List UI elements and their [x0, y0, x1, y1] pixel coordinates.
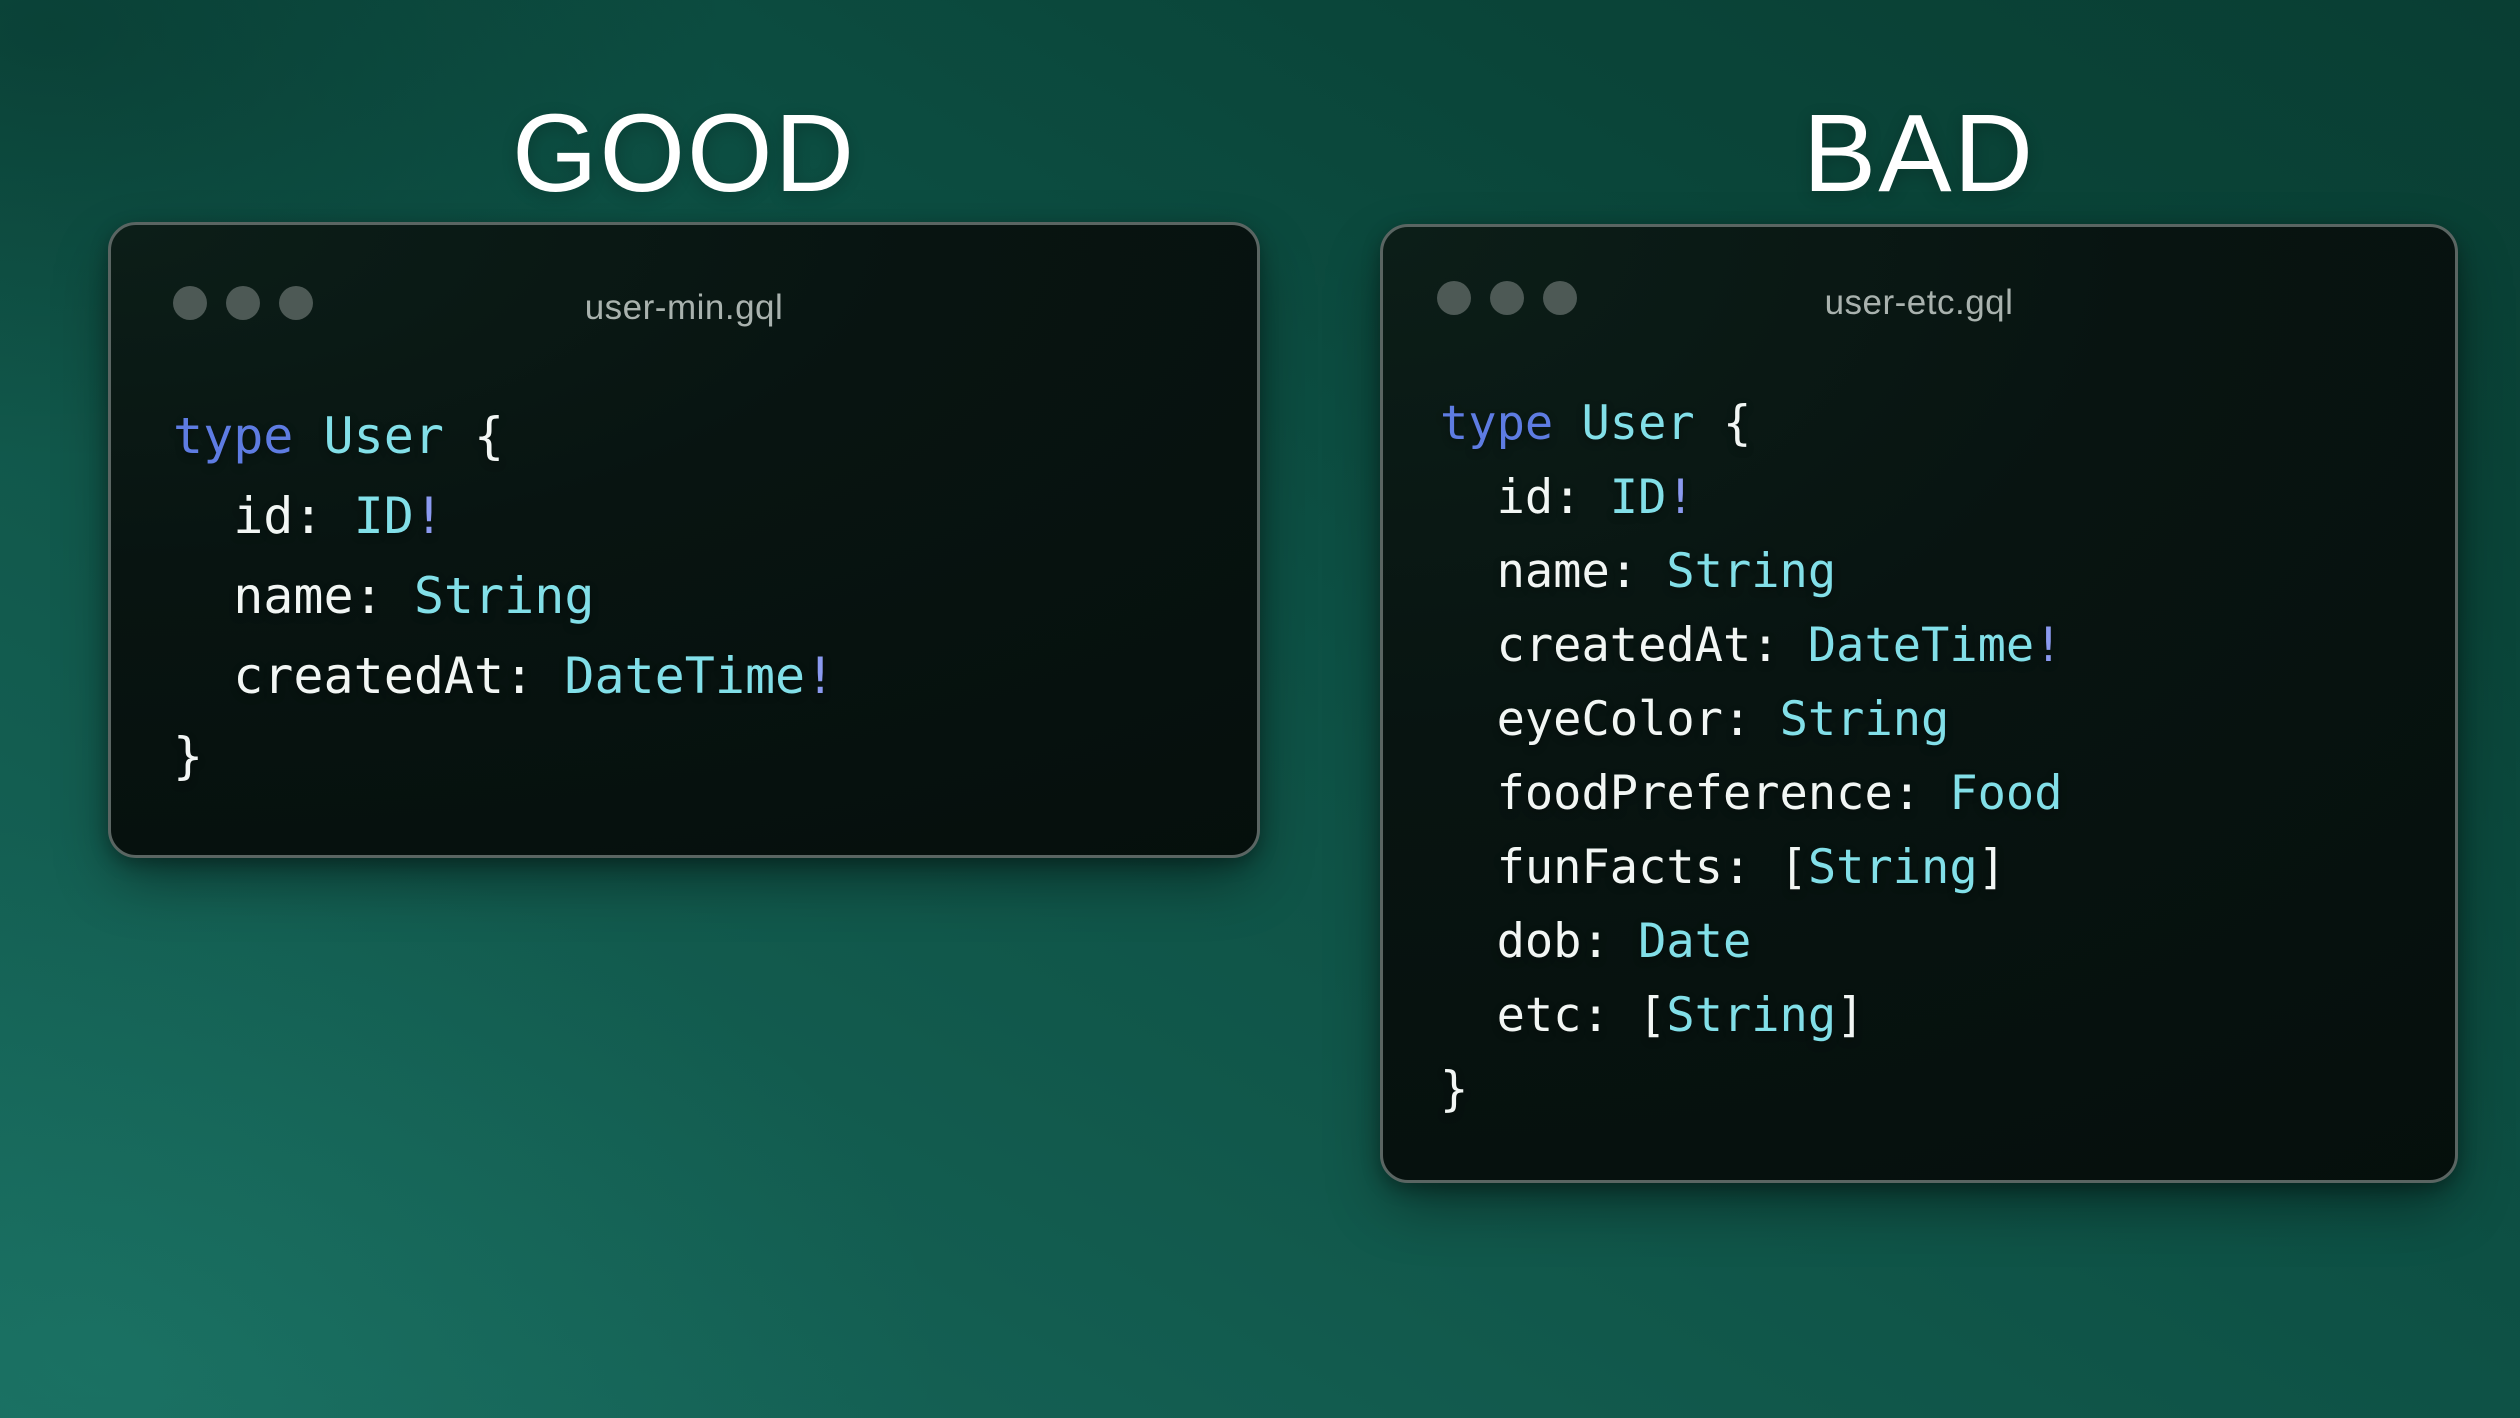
code-window-bad: user-etc.gql type User { id: ID! name: S…: [1380, 224, 2458, 1183]
code-line: id: ID!: [173, 476, 835, 556]
code-token: createdAt:: [1440, 618, 1808, 673]
code-token: {: [443, 407, 505, 465]
code-line: dob: Date: [1440, 905, 2063, 979]
code-line: type User {: [1440, 387, 2063, 461]
bad-heading: BAD: [1802, 92, 2036, 215]
code-token: String: [413, 567, 595, 625]
window-control-dot: [279, 286, 313, 320]
code-line: }: [1440, 1053, 2063, 1127]
code-line: createdAt: DateTime!: [1440, 609, 2063, 683]
code-token: name:: [1440, 544, 1667, 599]
code-token: id:: [1440, 470, 1610, 525]
code-token: String: [1807, 840, 1978, 895]
titlebar-good: user-min.gql: [111, 225, 1257, 355]
window-controls: [173, 286, 313, 320]
code-line: type User {: [173, 396, 835, 476]
code-line: funFacts: [String]: [1440, 831, 2063, 905]
code-token: dob:: [1440, 914, 1639, 969]
code-token: String: [1666, 988, 1837, 1043]
code-token: ID: [353, 487, 414, 545]
code-token: ]: [1836, 988, 1865, 1043]
code-token: [1553, 396, 1581, 451]
code-token: String: [1666, 544, 1837, 599]
code-token: Date: [1638, 914, 1752, 969]
code-token: createdAt:: [173, 647, 565, 705]
code-token: !: [413, 487, 444, 545]
good-heading: GOOD: [511, 92, 857, 215]
code-line: etc: [String]: [1440, 979, 2063, 1053]
code-line: foodPreference: Food: [1440, 757, 2063, 831]
code-token: Food: [1949, 766, 2063, 821]
code-token: String: [1779, 692, 1950, 747]
code-token: User: [1581, 396, 1695, 451]
code-line: }: [173, 716, 835, 796]
window-controls: [1437, 281, 1577, 315]
code-token: etc: [: [1440, 988, 1667, 1043]
window-title: user-etc.gql: [1824, 283, 2014, 322]
code-token: ID: [1609, 470, 1667, 525]
code-token: DateTime: [1807, 618, 2035, 673]
code-token: id:: [173, 487, 354, 545]
code-line: id: ID!: [1440, 461, 2063, 535]
window-control-dot: [1543, 281, 1577, 315]
window-control-dot: [1437, 281, 1471, 315]
window-control-dot: [173, 286, 207, 320]
code-token: eyeColor:: [1440, 692, 1780, 747]
code-token: {: [1694, 396, 1752, 451]
code-token: }: [1440, 1062, 1469, 1117]
code-line: eyeColor: String: [1440, 683, 2063, 757]
code-editor-bad: type User { id: ID! name: String created…: [1440, 387, 2063, 1127]
code-token: DateTime: [564, 647, 806, 705]
code-token: }: [173, 727, 204, 785]
window-title: user-min.gql: [584, 288, 784, 327]
code-token: [293, 407, 323, 465]
code-token: ]: [1977, 840, 2006, 895]
code-line: name: String: [173, 556, 835, 636]
code-line: createdAt: DateTime!: [173, 636, 835, 716]
code-token: !: [2034, 618, 2063, 673]
code-token: !: [805, 647, 836, 705]
code-window-good: user-min.gql type User { id: ID! name: S…: [108, 222, 1260, 858]
code-token: type: [1440, 396, 1554, 451]
code-token: !: [1666, 470, 1695, 525]
titlebar-bad: user-etc.gql: [1383, 227, 2455, 357]
code-token: funFacts: [: [1440, 840, 1808, 895]
code-token: User: [323, 407, 444, 465]
window-control-dot: [226, 286, 260, 320]
code-token: name:: [173, 567, 414, 625]
code-editor-good: type User { id: ID! name: String created…: [173, 396, 835, 796]
code-token: type: [173, 407, 294, 465]
code-token: foodPreference:: [1440, 766, 1950, 821]
window-control-dot: [1490, 281, 1524, 315]
code-line: name: String: [1440, 535, 2063, 609]
